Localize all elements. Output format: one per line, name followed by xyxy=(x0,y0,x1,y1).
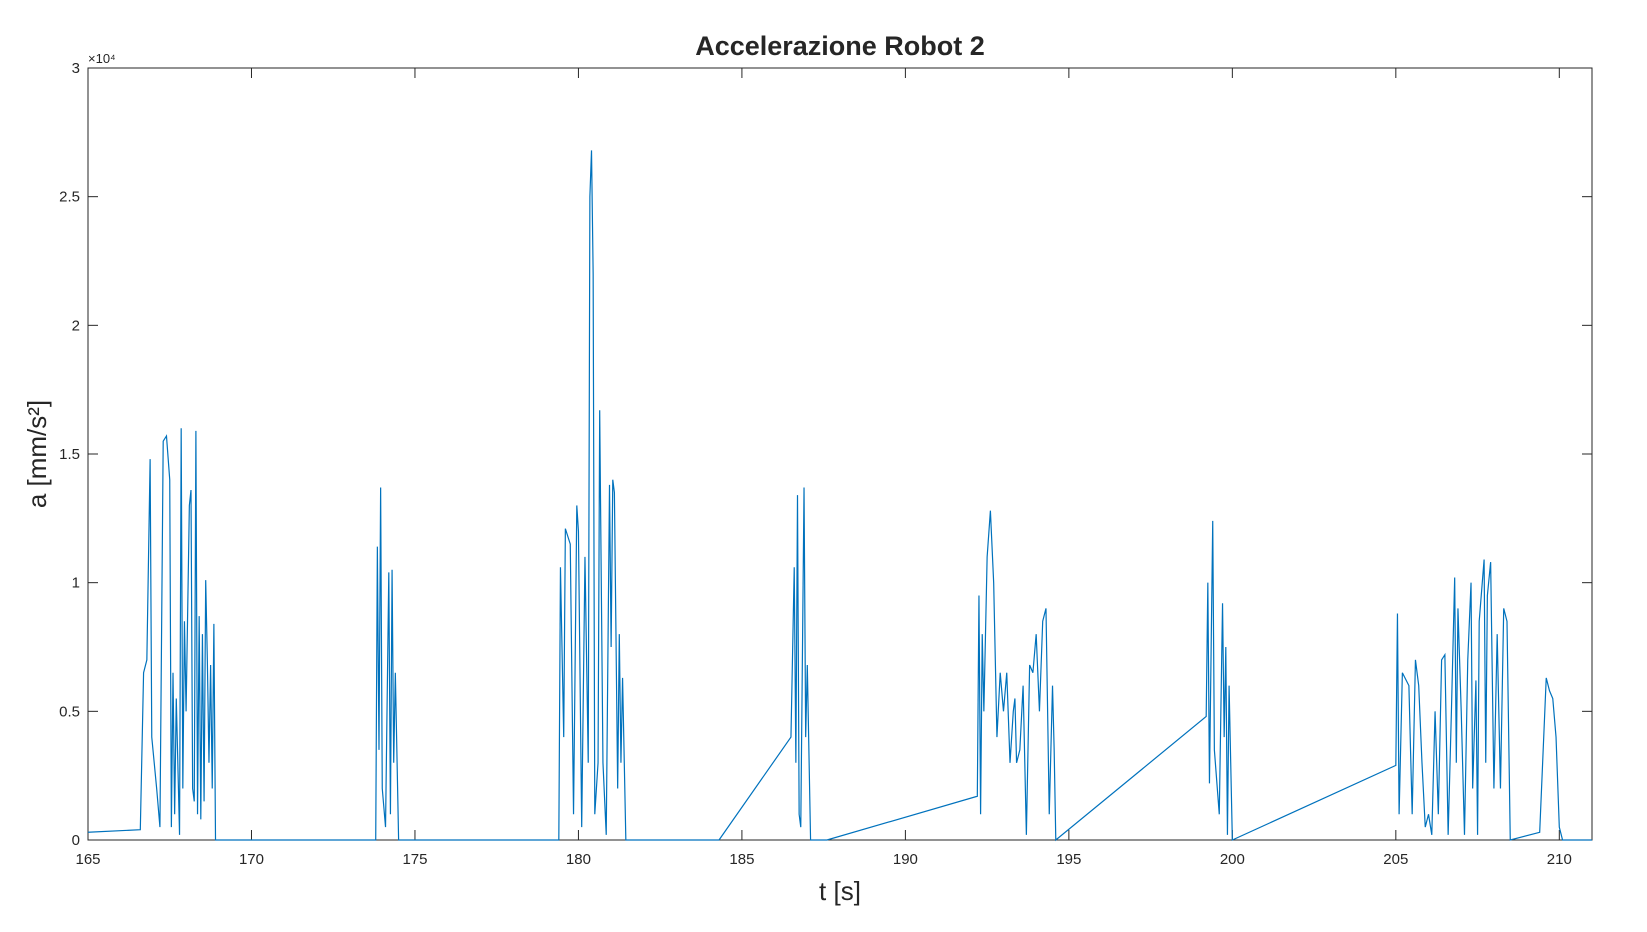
x-tick-label: 165 xyxy=(75,851,100,868)
y-tick-label: 2.5 xyxy=(59,189,80,206)
y-exponent-label: ×10⁴ xyxy=(88,51,116,66)
x-tick-label: 170 xyxy=(239,851,264,868)
axes-box xyxy=(87,67,1593,841)
x-tick-label: 205 xyxy=(1383,851,1408,868)
x-tick-label: 200 xyxy=(1220,851,1245,868)
y-tick-label: 0 xyxy=(72,832,80,849)
x-tick-label: 210 xyxy=(1547,851,1572,868)
y-tick-label: 1 xyxy=(72,575,80,592)
y-tick-label: 1.5 xyxy=(59,446,80,463)
y-axis-label: a [mm/s²] xyxy=(22,400,52,508)
x-tick-label: 175 xyxy=(402,851,427,868)
x-tick-label: 180 xyxy=(566,851,591,868)
y-tick-label: 0.5 xyxy=(59,703,80,720)
y-tick-label: 3 xyxy=(72,60,80,77)
data-line xyxy=(87,150,1592,842)
x-tick-label: 190 xyxy=(893,851,918,868)
x-tick-label: 195 xyxy=(1056,851,1081,868)
x-axis-label: t [s] xyxy=(819,876,861,906)
chart-title: Accelerazione Robot 2 xyxy=(695,31,985,61)
y-tick-label: 2 xyxy=(72,317,80,334)
x-tick-label: 185 xyxy=(729,851,754,868)
